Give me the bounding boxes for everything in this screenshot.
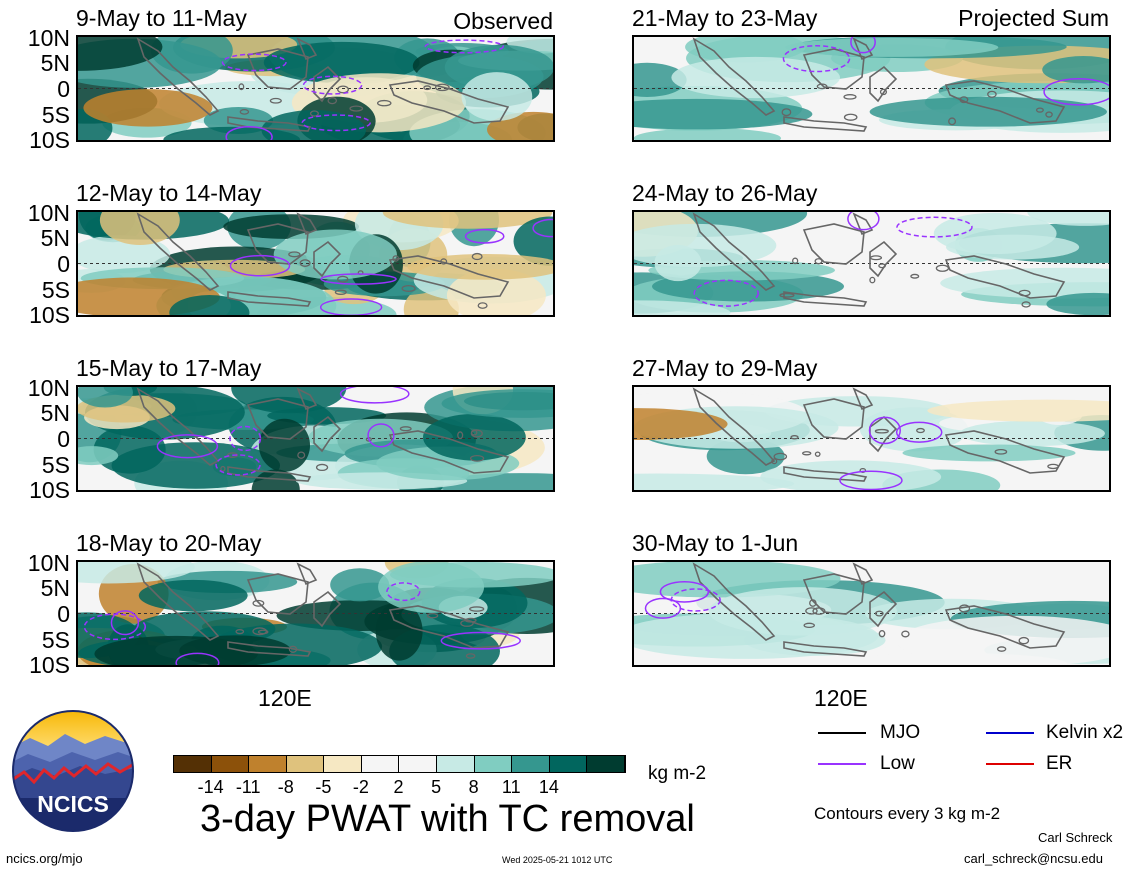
lat-label: 10N	[27, 25, 70, 51]
lon-label-right: 120E	[814, 685, 868, 711]
lat-label: 0	[57, 426, 70, 452]
lat-label: 10N	[27, 200, 70, 226]
lon-label-left: 120E	[258, 685, 312, 711]
legend-label-kelvin: Kelvin x2	[1046, 722, 1124, 743]
main-title: 3-day PWAT with TC removal	[200, 798, 695, 840]
panel-title: 9-May to 11-May	[76, 5, 247, 31]
colorbar-swatch	[174, 756, 212, 772]
colorbar-tick-label: 14	[538, 777, 559, 797]
legend-line-kelvin	[986, 732, 1034, 734]
colorbar-tick-label: -8	[277, 777, 294, 797]
panel-title: 27-May to 29-May	[632, 355, 818, 381]
logo-text: NCICS	[37, 791, 109, 817]
lat-label: 10N	[27, 375, 70, 401]
map-panel	[76, 210, 555, 317]
lat-label: 5S	[41, 102, 70, 128]
legend-line-er	[986, 763, 1034, 765]
colorbar-swatch	[286, 756, 325, 772]
map-panel	[632, 210, 1111, 317]
colorbar-tick-label: -14	[197, 777, 224, 797]
colorbar-tick-label: -5	[315, 777, 332, 797]
colorbar-ticks: -14 -11 -8 -5 -2 2 5 8 11 14	[173, 778, 626, 800]
lat-label: 10N	[27, 550, 70, 576]
colorbar-tick-label: 2	[393, 777, 404, 797]
lat-label: 10S	[29, 127, 70, 153]
lat-label: 0	[57, 76, 70, 102]
lat-label: 10S	[29, 477, 70, 503]
panel-title: 12-May to 14-May	[76, 180, 262, 206]
map-field	[78, 387, 553, 490]
map-field	[634, 37, 1109, 140]
colorbar-tick-label: 5	[431, 777, 442, 797]
lat-label: 10S	[29, 652, 70, 678]
colorbar-swatch	[587, 756, 625, 772]
lat-label: 5S	[41, 452, 70, 478]
ncics-logo: NCICS	[10, 708, 136, 834]
legend-label-mjo: MJO	[880, 722, 921, 743]
panel-tag-observed: Observed	[453, 8, 553, 34]
colorbar-swatch	[512, 756, 550, 772]
colorbar-tick-label: 8	[468, 777, 479, 797]
map-panel	[632, 385, 1111, 492]
map-field	[78, 37, 553, 140]
contour-note: Contours every 3 kg m-2	[814, 804, 1001, 823]
colorbar-swatch	[437, 756, 475, 772]
map-field	[634, 387, 1109, 490]
colorbar-swatch	[474, 756, 513, 772]
lat-label: 0	[57, 251, 70, 277]
colorbar	[173, 755, 626, 773]
map-panel	[76, 35, 555, 142]
map-field	[634, 212, 1109, 315]
legend-line-mjo	[818, 732, 866, 734]
lat-label: 5N	[40, 225, 70, 251]
colorbar-swatch	[324, 756, 362, 772]
footer-author: Carl Schreck	[1038, 830, 1113, 845]
map-field	[78, 212, 553, 315]
map-panel	[632, 560, 1111, 667]
lat-label: 5S	[41, 627, 70, 653]
colorbar-units: kg m-2	[648, 763, 707, 784]
map-panel	[76, 385, 555, 492]
lat-label: 5N	[40, 575, 70, 601]
lat-label: 5S	[41, 277, 70, 303]
colorbar-swatch	[249, 756, 287, 772]
panel-tag-projected: Projected Sum	[958, 5, 1109, 31]
colorbar-tick-label: 11	[501, 777, 521, 797]
panel-title: 21-May to 23-May	[632, 5, 818, 31]
lat-label: 0	[57, 601, 70, 627]
footer-timestamp: Wed 2025-05-21 1012 UTC	[502, 855, 613, 865]
footer-url: ncics.org/mjo	[6, 851, 83, 866]
map-field	[78, 562, 553, 665]
colorbar-tick-label: -11	[235, 777, 261, 797]
colorbar-swatch	[211, 756, 250, 772]
colorbar-swatch	[361, 756, 400, 772]
map-panel	[632, 35, 1111, 142]
panel-title: 30-May to 1-Jun	[632, 530, 799, 556]
map-panel	[76, 560, 555, 667]
panel-title: 18-May to 20-May	[76, 530, 262, 556]
legend-label-low: Low	[880, 753, 915, 774]
legend-label-er: ER	[1046, 753, 1073, 774]
map-field	[634, 562, 1109, 665]
lat-label: 5N	[40, 50, 70, 76]
colorbar-swatch	[549, 756, 588, 772]
colorbar-tick-label: -2	[352, 777, 369, 797]
colorbar-swatch	[399, 756, 438, 772]
lat-label: 5N	[40, 400, 70, 426]
panel-title: 15-May to 17-May	[76, 355, 262, 381]
lat-label: 10S	[29, 302, 70, 328]
panel-title: 24-May to 26-May	[632, 180, 818, 206]
footer-email: carl_schreck@ncsu.edu	[964, 851, 1103, 866]
legend-line-low	[818, 763, 866, 765]
